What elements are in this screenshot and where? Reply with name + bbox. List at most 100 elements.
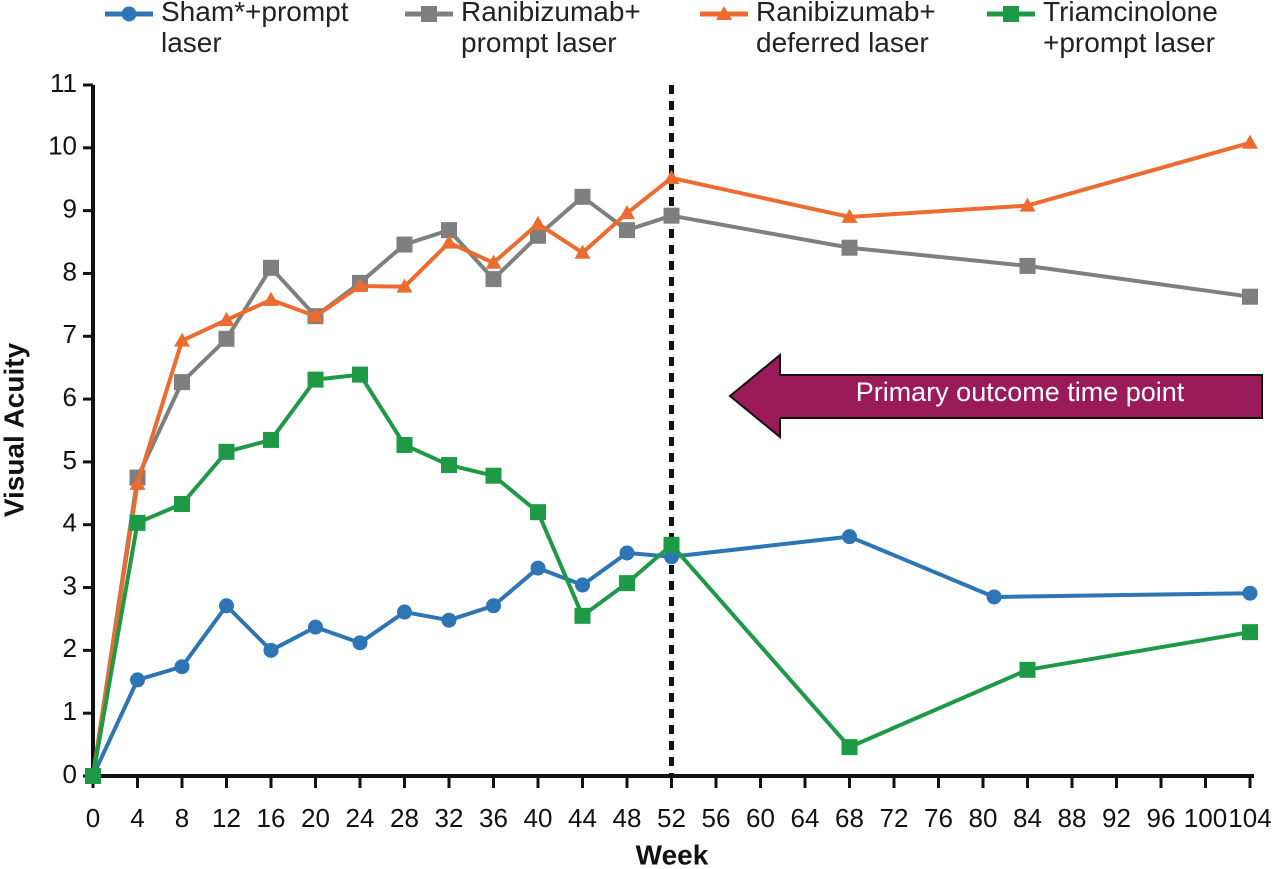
marker bbox=[85, 768, 101, 784]
y-tick-label: 2 bbox=[63, 633, 77, 663]
x-tick-label: 44 bbox=[568, 803, 597, 833]
marker bbox=[485, 467, 502, 484]
marker bbox=[396, 236, 413, 253]
y-tick-label: 4 bbox=[63, 508, 77, 538]
marker bbox=[129, 514, 146, 531]
marker bbox=[619, 205, 635, 220]
marker bbox=[716, 6, 732, 20]
y-tick-label: 0 bbox=[63, 759, 77, 789]
marker bbox=[1003, 6, 1019, 22]
x-tick-label: 0 bbox=[86, 803, 100, 833]
marker bbox=[574, 244, 591, 259]
marker bbox=[174, 495, 190, 512]
marker bbox=[441, 234, 457, 249]
legend-swatch bbox=[987, 6, 1035, 22]
x-tick-label: 28 bbox=[390, 803, 419, 833]
marker bbox=[1242, 134, 1258, 149]
x-tick-label: 56 bbox=[702, 803, 731, 833]
legend-item: Sham*+prompt laser bbox=[103, 0, 401, 58]
marker bbox=[530, 560, 546, 576]
marker bbox=[841, 239, 858, 256]
marker bbox=[486, 598, 501, 614]
legend-item: Ranibizumab+ prompt laser bbox=[403, 0, 691, 58]
marker bbox=[663, 169, 680, 184]
x-tick-label: 72 bbox=[880, 803, 909, 833]
marker bbox=[1242, 624, 1258, 641]
marker bbox=[352, 366, 368, 383]
marker bbox=[396, 436, 413, 453]
marker bbox=[1242, 288, 1258, 305]
y-tick-label: 8 bbox=[63, 256, 77, 286]
legend-label: Ranibizumab+ prompt laser bbox=[461, 0, 641, 58]
x-tick-label: 80 bbox=[969, 803, 998, 833]
marker bbox=[663, 207, 680, 224]
x-tick-label: 104 bbox=[1228, 803, 1271, 833]
marker bbox=[619, 222, 635, 239]
marker bbox=[307, 371, 324, 388]
annotation-arrow bbox=[728, 352, 1263, 440]
marker bbox=[263, 259, 279, 276]
legend-swatch bbox=[405, 6, 453, 22]
y-tick-label: 3 bbox=[63, 570, 77, 600]
x-tick-label: 32 bbox=[435, 803, 464, 833]
x-tick-label: 88 bbox=[1058, 803, 1087, 833]
marker bbox=[352, 278, 368, 293]
y-tick-label: 10 bbox=[48, 131, 77, 161]
y-tick-label: 7 bbox=[63, 319, 77, 349]
marker bbox=[130, 672, 145, 688]
y-tick-label: 9 bbox=[63, 194, 77, 224]
marker bbox=[1019, 197, 1036, 212]
marker bbox=[1019, 661, 1036, 678]
x-tick-label: 24 bbox=[346, 803, 375, 833]
marker bbox=[263, 642, 279, 658]
x-tick-label: 48 bbox=[613, 803, 642, 833]
x-tick-label: 20 bbox=[301, 803, 330, 833]
marker bbox=[174, 332, 190, 347]
marker bbox=[174, 659, 190, 675]
marker bbox=[174, 374, 190, 391]
legend-item: Triamcinolone +prompt laser bbox=[985, 0, 1280, 58]
legend-swatch bbox=[700, 6, 748, 20]
marker bbox=[574, 188, 591, 205]
marker bbox=[396, 278, 413, 293]
x-tick-label: 40 bbox=[524, 803, 553, 833]
marker bbox=[219, 598, 234, 614]
marker bbox=[485, 271, 502, 288]
marker bbox=[307, 308, 324, 323]
marker bbox=[441, 612, 457, 628]
marker bbox=[485, 254, 502, 269]
marker bbox=[121, 6, 137, 22]
x-tick-label: 76 bbox=[924, 803, 953, 833]
x-tick-label: 100 bbox=[1184, 803, 1227, 833]
y-axis-label: Visual Acuity bbox=[0, 342, 29, 517]
marker bbox=[841, 208, 858, 223]
x-axis-label: Week bbox=[636, 839, 709, 869]
y-tick-label: 1 bbox=[63, 696, 77, 726]
marker bbox=[842, 529, 857, 545]
marker bbox=[421, 6, 437, 22]
x-tick-label: 64 bbox=[791, 803, 820, 833]
marker bbox=[263, 291, 279, 306]
x-tick-label: 84 bbox=[1013, 803, 1042, 833]
marker bbox=[986, 589, 1002, 605]
legend-item: Ranibizumab+ deferred laser bbox=[698, 0, 986, 58]
marker bbox=[575, 577, 590, 593]
y-tick-label: 6 bbox=[63, 382, 77, 412]
legend-swatch bbox=[105, 6, 153, 22]
x-tick-label: 52 bbox=[657, 803, 686, 833]
marker bbox=[530, 215, 546, 230]
marker bbox=[530, 227, 546, 244]
x-tick-label: 92 bbox=[1102, 803, 1131, 833]
marker bbox=[218, 311, 235, 326]
marker bbox=[218, 330, 235, 347]
marker bbox=[129, 475, 146, 490]
y-tick-label: 5 bbox=[63, 445, 77, 475]
x-tick-label: 8 bbox=[175, 803, 189, 833]
annotation-text: Primary outcome time point bbox=[856, 377, 1185, 407]
marker bbox=[619, 545, 635, 561]
x-tick-label: 68 bbox=[835, 803, 864, 833]
legend-label: Sham*+prompt laser bbox=[161, 0, 349, 58]
x-tick-label: 60 bbox=[746, 803, 775, 833]
